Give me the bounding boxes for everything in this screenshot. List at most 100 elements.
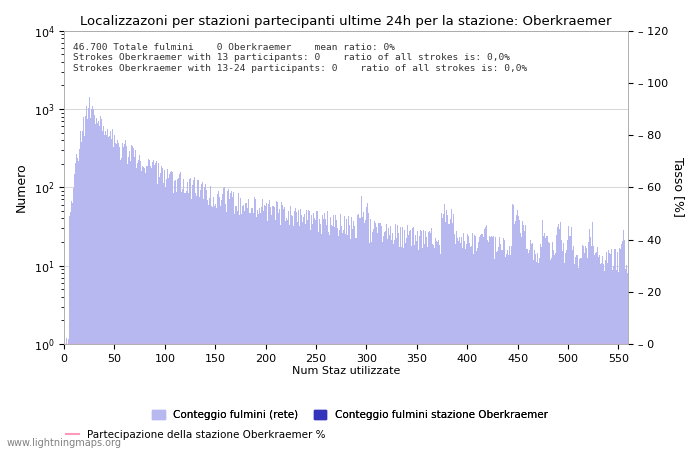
Bar — [271, 215, 272, 450]
Bar — [248, 199, 249, 450]
Bar — [291, 215, 293, 450]
Bar — [553, 251, 554, 450]
Bar — [494, 259, 495, 450]
Bar — [370, 219, 371, 450]
Bar — [325, 219, 326, 450]
Bar — [135, 150, 136, 450]
Bar — [433, 245, 435, 450]
Bar — [427, 247, 428, 450]
Bar — [484, 229, 485, 450]
Bar — [145, 173, 146, 450]
Bar — [144, 168, 145, 450]
Bar — [225, 204, 226, 450]
Bar — [463, 241, 465, 450]
Bar — [201, 184, 202, 450]
Bar — [573, 246, 575, 450]
Bar — [253, 213, 254, 450]
Bar — [259, 208, 260, 450]
Bar — [102, 131, 103, 450]
Bar — [109, 135, 110, 450]
Bar — [344, 234, 346, 450]
Bar — [367, 203, 368, 450]
Bar — [379, 223, 380, 450]
Bar — [411, 246, 412, 450]
Bar — [504, 240, 505, 450]
Bar — [371, 242, 372, 450]
Bar — [489, 236, 490, 450]
Bar — [543, 236, 544, 450]
Bar — [480, 235, 481, 450]
Bar — [473, 254, 474, 450]
Bar — [318, 219, 319, 450]
Bar — [337, 236, 339, 450]
Bar — [223, 188, 224, 450]
Bar — [164, 171, 165, 450]
Bar — [129, 151, 130, 450]
Bar — [557, 227, 559, 450]
Bar — [415, 235, 416, 450]
Bar — [110, 131, 111, 450]
Bar — [628, 273, 629, 450]
Bar — [162, 168, 163, 450]
Bar — [522, 221, 523, 450]
Bar — [395, 224, 396, 450]
Bar — [107, 129, 108, 450]
Bar — [247, 208, 248, 450]
Bar — [369, 243, 370, 450]
Bar — [83, 117, 84, 450]
Bar — [589, 237, 591, 450]
Bar — [82, 131, 83, 450]
Bar — [547, 236, 548, 450]
Bar — [274, 207, 275, 450]
Bar — [570, 236, 571, 450]
Bar — [188, 179, 190, 450]
Bar — [527, 249, 528, 450]
Bar — [394, 240, 395, 450]
Bar — [368, 213, 369, 450]
Bar — [170, 172, 172, 450]
Bar — [160, 173, 161, 450]
Bar — [319, 225, 321, 450]
Bar — [381, 226, 382, 450]
Bar — [499, 237, 500, 450]
Bar — [491, 236, 492, 450]
Bar — [564, 263, 566, 450]
Bar — [385, 231, 386, 450]
Bar — [106, 135, 107, 450]
Bar — [114, 135, 115, 450]
Bar — [624, 240, 625, 450]
Bar — [602, 256, 603, 450]
Bar — [334, 227, 335, 450]
Bar — [533, 261, 534, 450]
Bar — [362, 217, 363, 450]
Y-axis label: Tasso [%]: Tasso [%] — [672, 158, 685, 217]
Bar — [133, 148, 134, 450]
Bar — [591, 247, 592, 450]
Bar — [571, 227, 573, 450]
Bar — [151, 168, 153, 450]
Bar — [94, 124, 96, 450]
Bar — [64, 344, 66, 450]
Bar — [327, 212, 328, 450]
Bar — [452, 214, 454, 450]
Bar — [130, 161, 131, 450]
Bar — [238, 193, 239, 450]
Bar — [282, 206, 284, 450]
Bar — [219, 197, 220, 450]
Bar — [122, 143, 123, 450]
Bar — [208, 205, 209, 450]
Bar — [269, 200, 270, 450]
Bar — [88, 108, 89, 450]
Bar — [351, 217, 352, 450]
Bar — [167, 169, 169, 450]
Bar — [177, 179, 178, 450]
Bar — [224, 187, 225, 450]
Bar — [226, 212, 227, 450]
Bar — [512, 204, 513, 450]
Bar — [288, 212, 289, 450]
Bar — [156, 161, 158, 450]
Bar — [245, 202, 246, 450]
Bar — [235, 206, 236, 450]
Bar — [239, 215, 240, 450]
Bar — [580, 258, 582, 450]
